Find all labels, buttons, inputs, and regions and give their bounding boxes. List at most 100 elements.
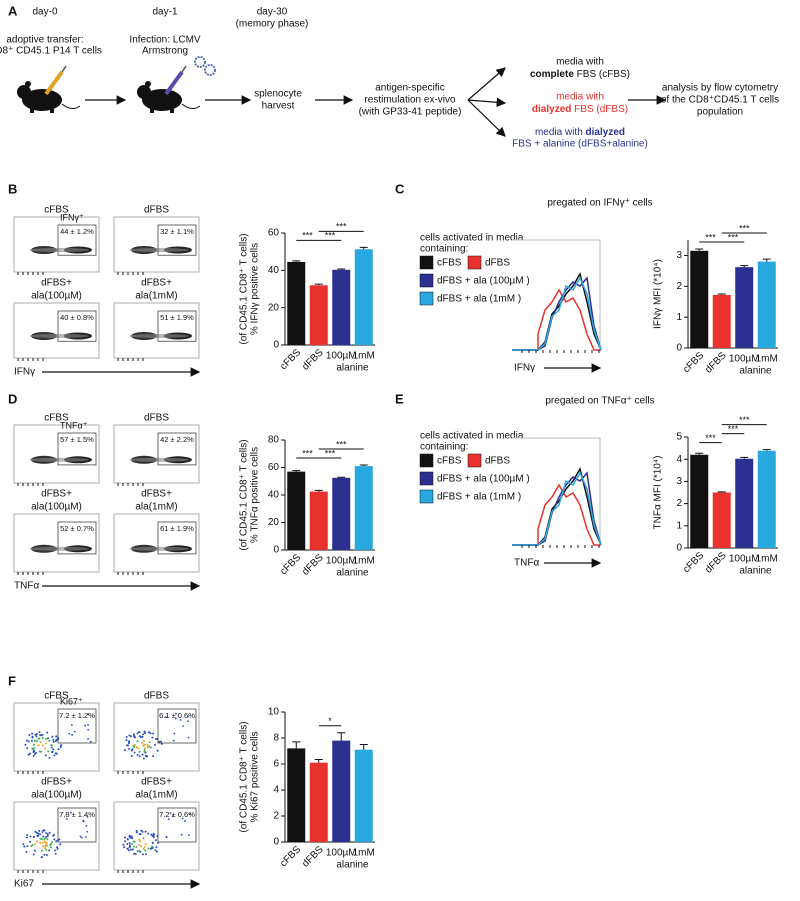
group-label: alanine [336,363,369,374]
x-tick-label: dFBS [703,550,729,576]
dot [152,836,155,839]
y-tick-label: 20 [268,517,280,528]
dot [152,755,155,758]
dot [136,740,139,743]
error-bar [337,732,346,741]
x-tick-label: dFBS [300,844,326,870]
dot [51,750,54,753]
dot [58,838,61,841]
plot-frame [13,801,100,871]
dot [137,747,140,750]
dot [128,742,131,745]
error-bar [359,246,368,250]
dot [147,847,150,850]
dot [148,745,151,748]
dot [148,741,151,744]
dot [142,744,145,747]
bar [712,294,731,348]
dot [128,835,131,838]
dot [33,849,36,852]
y-axis-label: (of CD45.1 CD8⁺ T cells) [239,721,250,832]
dot [37,834,40,837]
media-text: FBS + alanine (dFBS+alanine) [512,139,648,150]
group-label: alanine [739,566,772,577]
dot [188,813,191,816]
group-label: alanine [336,860,369,871]
dot [130,755,133,758]
dot [27,753,30,756]
x-tick-label: 1mM [353,556,375,567]
dot [53,754,56,757]
dot [125,739,128,742]
gate-value: 7.2 ± 1.2% [59,711,95,720]
dot [35,735,38,738]
media-text: complete FBS (cFBS) [530,69,630,80]
bar [332,269,351,345]
histogram-curve [512,276,602,351]
dot [24,743,27,746]
mouse [17,81,81,113]
dot [51,735,54,738]
dot [48,739,51,742]
dot [131,837,134,840]
plot-title: dFBS [144,413,169,424]
dot [52,740,55,743]
bar [690,250,709,348]
dot [45,835,48,838]
dot [135,846,138,849]
y-tick-label: 4 [273,785,279,796]
dot [25,850,28,853]
gate [157,432,197,466]
dot [140,829,143,832]
bar [757,450,776,548]
dot [131,748,134,751]
plot-title: cFBS [44,413,69,424]
dot [46,731,49,734]
bar [309,762,328,842]
error-bar [292,260,301,262]
dot [133,751,136,754]
dot [40,734,43,737]
bar [735,458,754,548]
dot [56,847,59,850]
histogram-curve [512,276,602,351]
dot [151,736,154,739]
legend-label: cFBS [437,456,462,467]
step-text: (with GP33-41 peptide) [359,107,462,118]
error-bar [740,456,749,459]
legend-label: dFBS [485,258,510,269]
step-text: Armstrong [142,46,188,57]
dot [146,744,149,747]
y-axis-label: % Ki67 positive cells [250,731,261,822]
dot [151,834,154,837]
dot [52,738,55,741]
dot [86,830,89,833]
dot [138,731,141,734]
step-label: day-1 [152,7,177,18]
plot-title: cFBS [44,691,69,702]
plot-frame [13,513,100,573]
dot [52,834,55,837]
bar [757,261,776,348]
y-tick-label: 3 [676,250,682,261]
gate [57,521,97,555]
dot [139,845,142,848]
significance-label: *** [336,222,347,232]
dot [149,746,152,749]
dot [50,744,53,747]
dot [51,841,54,844]
dot [32,751,35,754]
x-tick-label: 100µM [729,554,760,565]
y-tick-label: 20 [268,302,280,313]
y-tick-label: 40 [268,265,280,276]
y-tick-label: 4 [676,454,682,465]
dot [43,841,46,844]
bar [287,471,306,550]
plot-title: dFBS+ [41,777,72,788]
dot [22,843,25,846]
media-text: media with [556,57,604,68]
x-tick-label: 1mM [353,848,375,859]
x-tick-label: 1mM [353,351,375,362]
dot [42,845,45,848]
x-tick-label: dFBS [300,347,326,373]
